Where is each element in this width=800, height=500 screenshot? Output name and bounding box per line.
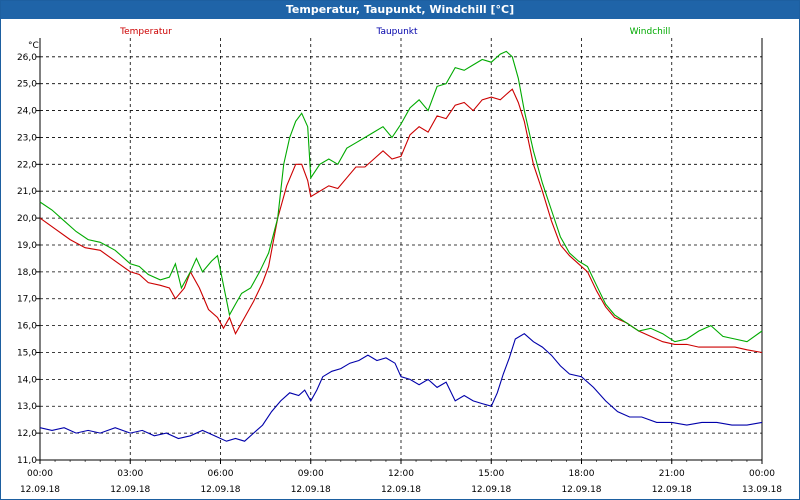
y-tick-label: 12,0 (17, 429, 37, 439)
series-line-taupunkt (39, 333, 763, 442)
y-tick-label: 20,0 (17, 214, 37, 224)
window-title: Temperatur, Taupunkt, Windchill [°C] (1, 1, 799, 19)
tick-labels: 11,0 12,0 13,0 14,0 15,0 16,0 17,0 18,0 19,0 20,0… (17, 41, 782, 495)
x-tick-date: 12.09.18 (381, 485, 421, 495)
y-tick-label: 23,0 (17, 133, 37, 143)
y-tick-label: 17,0 (17, 295, 37, 305)
y-tick-label: 18,0 (17, 268, 37, 278)
y-tick-label: 21,0 (17, 187, 37, 197)
series-line-temperatur (39, 88, 763, 354)
x-tick-date: 12.09.18 (561, 485, 601, 495)
y-tick-label: 11,0 (17, 456, 37, 466)
x-tick-time: 12:00 (388, 469, 414, 479)
legend-temperatur: Temperatur (119, 27, 172, 37)
grid (40, 38, 762, 460)
y-tick-label: 19,0 (17, 241, 37, 251)
y-tick-label: 15,0 (17, 348, 37, 358)
x-tick-date: 12.09.18 (652, 485, 692, 495)
x-tick-time: 00:00 (27, 469, 53, 479)
legend-windchill: Windchill (630, 27, 671, 37)
x-tick-time: 18:00 (569, 469, 595, 479)
y-tick-label: 22,0 (17, 160, 37, 170)
y-axis-label: °C (28, 41, 39, 51)
y-tick-label: 25,0 (17, 80, 37, 90)
x-tick-time: 21:00 (659, 469, 685, 479)
series-line-windchill (39, 50, 763, 343)
x-tick-date: 12.09.18 (291, 485, 331, 495)
y-tick-label: 26,0 (17, 53, 37, 63)
x-tick-date: 13.09.18 (742, 485, 782, 495)
y-tick-label: 13,0 (17, 402, 37, 412)
legend-taupunkt: Taupunkt (375, 27, 418, 37)
y-tick-label: 24,0 (17, 107, 37, 117)
axes (36, 38, 763, 464)
x-tick-time: 15:00 (478, 469, 504, 479)
series-layer (39, 50, 763, 442)
y-tick-label: 16,0 (17, 322, 37, 332)
x-tick-date: 12.09.18 (471, 485, 511, 495)
legend: Temperatur Taupunkt Windchill (119, 27, 670, 37)
x-tick-date: 12.09.18 (110, 485, 150, 495)
x-tick-time: 00:00 (749, 469, 775, 479)
y-tick-label: 14,0 (17, 375, 37, 385)
x-tick-time: 03:00 (117, 469, 143, 479)
x-tick-date: 12.09.18 (20, 485, 60, 495)
x-tick-time: 06:00 (208, 469, 234, 479)
x-tick-date: 12.09.18 (200, 485, 240, 495)
x-tick-time: 09:00 (298, 469, 324, 479)
